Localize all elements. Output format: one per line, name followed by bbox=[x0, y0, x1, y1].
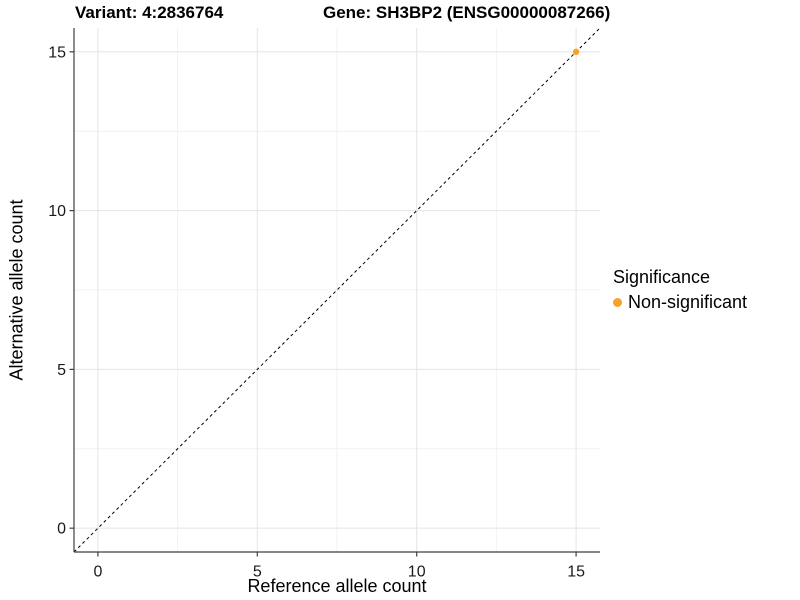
legend: Significance Non-significant bbox=[613, 267, 747, 313]
y-tick-label: 15 bbox=[48, 44, 66, 61]
legend-title: Significance bbox=[613, 267, 711, 287]
x-tick-label: 15 bbox=[567, 564, 585, 581]
plot-title-variant: Variant: 4:2836764 bbox=[75, 3, 224, 22]
y-axis-title: Alternative allele count bbox=[6, 199, 27, 381]
legend-item-non-significant: Non-significant bbox=[613, 292, 747, 313]
plot-title-gene: Gene: SH3BP2 (ENSG00000087266) bbox=[323, 3, 611, 22]
identity-line bbox=[73, 27, 601, 553]
y-tick-label: 5 bbox=[57, 362, 66, 379]
legend-point-icon bbox=[613, 298, 622, 307]
x-tick-label: 5 bbox=[253, 564, 262, 581]
data-point bbox=[572, 48, 580, 56]
x-tick-label: 10 bbox=[408, 564, 426, 581]
legend-item-label: Non-significant bbox=[628, 292, 748, 312]
y-tick-label: 10 bbox=[48, 203, 66, 220]
x-axis-title: Reference allele count bbox=[247, 576, 427, 596]
y-tick-label: 0 bbox=[57, 521, 66, 538]
x-tick-label: 0 bbox=[93, 564, 102, 581]
